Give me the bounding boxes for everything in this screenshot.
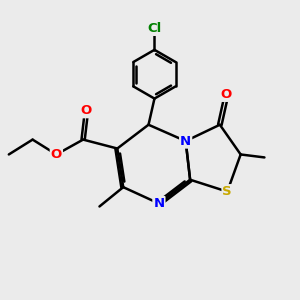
Text: O: O	[220, 88, 231, 101]
Text: O: O	[51, 148, 62, 161]
Text: Cl: Cl	[147, 22, 162, 35]
Text: N: N	[153, 197, 164, 210]
Text: N: N	[180, 135, 191, 148]
Text: S: S	[223, 185, 232, 198]
Text: O: O	[80, 104, 92, 117]
